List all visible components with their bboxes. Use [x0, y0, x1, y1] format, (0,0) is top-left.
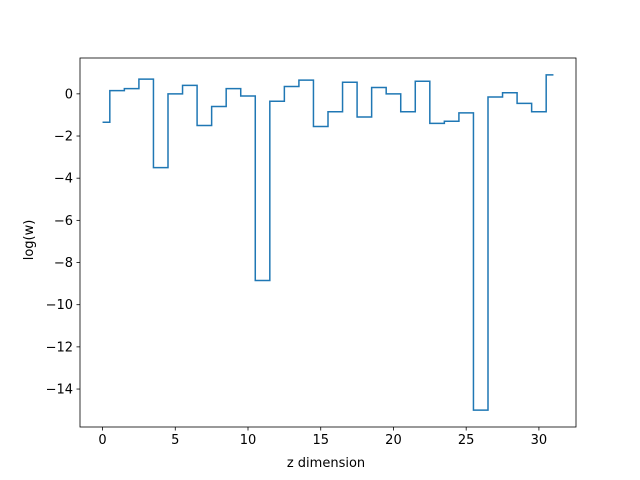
- y-tick-label: −12: [46, 340, 73, 355]
- y-tick-label: −2: [54, 130, 73, 145]
- y-axis-label: log(w): [22, 220, 37, 261]
- plot-area: [102, 74, 554, 411]
- x-tick-label: 20: [385, 433, 402, 448]
- x-tick-label: 15: [312, 433, 329, 448]
- y-tick-label: −10: [46, 298, 73, 313]
- y-tick-label: −8: [54, 256, 73, 271]
- y-tick-label: −4: [54, 172, 73, 187]
- x-tick-label: 30: [531, 433, 548, 448]
- x-tick-label: 25: [458, 433, 475, 448]
- x-tick-label: 0: [98, 433, 106, 448]
- axes: 0 5 10 15 20 25 30 0 −2 −4 −6 −8 −10 −12 −14: [46, 57, 577, 448]
- x-axis-label: z dimension: [287, 456, 365, 471]
- axes-frame: [79, 57, 577, 428]
- x-tick-label: 5: [171, 433, 179, 448]
- y-tick-label: −14: [46, 383, 73, 398]
- y-tick-label: −6: [54, 214, 73, 229]
- series-line-0: [102, 74, 554, 411]
- x-tick-label: 10: [240, 433, 257, 448]
- y-tick-label: 0: [65, 87, 73, 102]
